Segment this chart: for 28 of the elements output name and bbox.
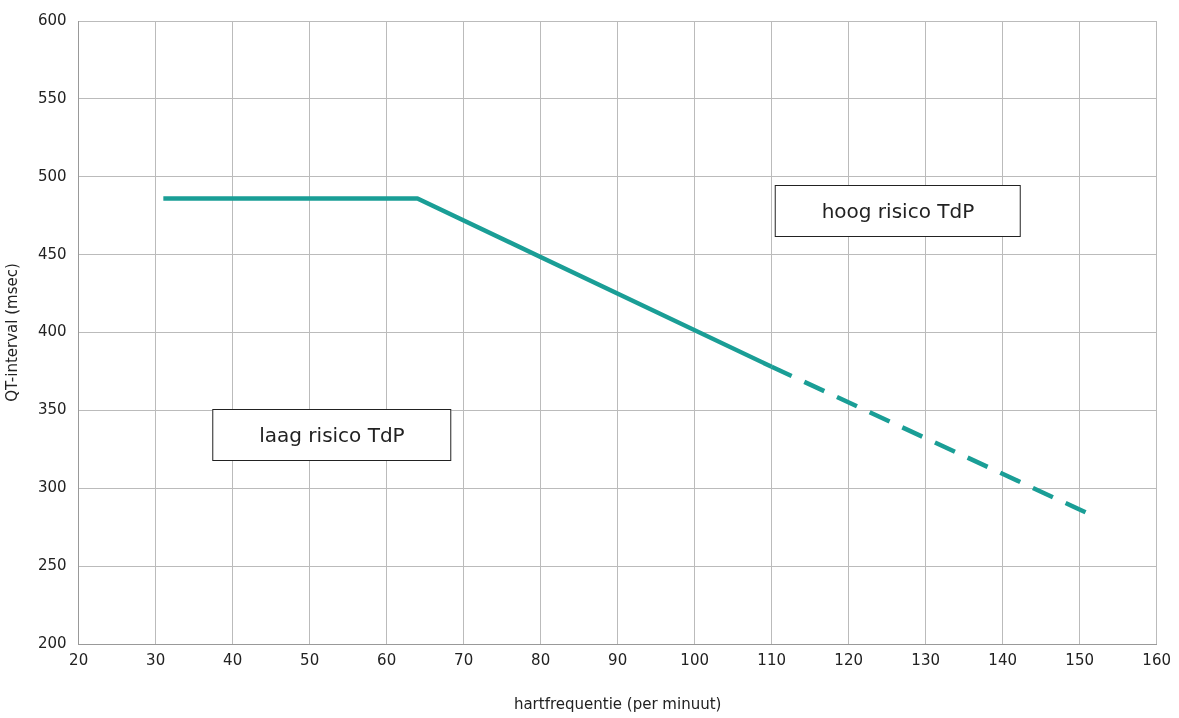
x-axis-title: hartfrequentie (per minuut) bbox=[513, 694, 722, 713]
y-tick-label: 450 bbox=[37, 244, 67, 263]
x-tick-label: 150 bbox=[1065, 650, 1094, 669]
y-tick-label: 550 bbox=[37, 88, 67, 107]
y-tick-label: 300 bbox=[37, 478, 67, 497]
y-tick-label: 350 bbox=[37, 400, 67, 419]
x-tick-label: 30 bbox=[146, 650, 166, 669]
x-tick-label: 130 bbox=[911, 650, 940, 669]
y-tick-label: 400 bbox=[37, 322, 67, 341]
text-box: laag risico TdP bbox=[212, 409, 452, 462]
x-tick-label: 160 bbox=[1142, 650, 1172, 669]
x-tick-label: 40 bbox=[223, 650, 243, 669]
x-tick-label: 60 bbox=[377, 650, 397, 669]
y-tick-label: 500 bbox=[37, 166, 67, 185]
x-tick-label: 70 bbox=[454, 650, 474, 669]
x-tick-label: 140 bbox=[988, 650, 1017, 669]
y-tick-label: 250 bbox=[37, 556, 67, 575]
x-tick-label: 80 bbox=[531, 650, 551, 669]
x-tick-label: 100 bbox=[680, 650, 709, 669]
x-tick-label: 90 bbox=[608, 650, 628, 669]
x-tick-label: 20 bbox=[69, 650, 89, 669]
text-box: hoog risico TdP bbox=[774, 185, 1022, 237]
x-tick-label: 120 bbox=[834, 650, 863, 669]
y-tick-label: 200 bbox=[37, 633, 67, 652]
y-tick-label: 600 bbox=[37, 10, 67, 29]
x-tick-label: 50 bbox=[300, 650, 320, 669]
x-tick-label: 110 bbox=[757, 650, 786, 669]
y-axis-title: QT-interval (msec) bbox=[2, 263, 21, 402]
